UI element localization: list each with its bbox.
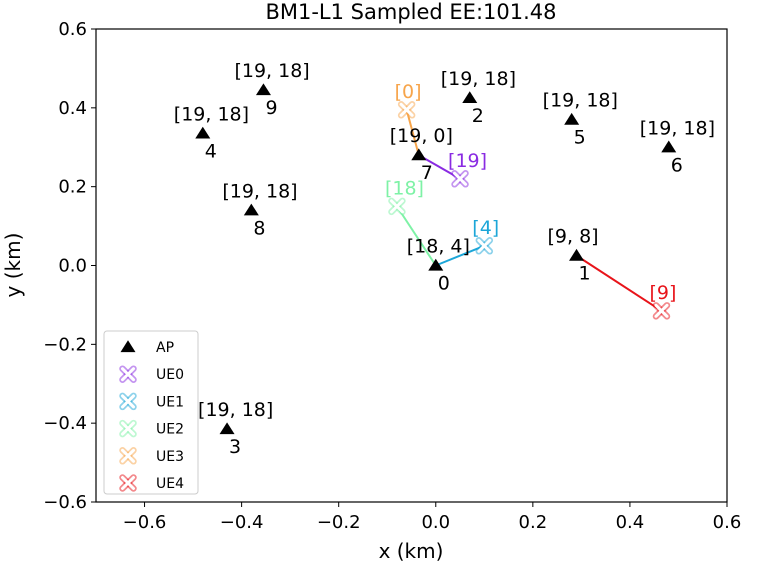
legend-label-ue4: UE4 [156,476,184,492]
ap-label-9: [19, 18] [234,60,309,82]
x-axis-label: x (km) [379,539,444,563]
legend-marker-ue3 [119,447,137,465]
x-tick-label: −0.6 [123,512,167,533]
ap-marker-0 [428,258,444,271]
ap-id-1: 1 [579,263,591,285]
ap-marker-2 [462,91,478,104]
ap-label-8: [19, 18] [222,180,297,202]
ue-marker-ue3 [397,101,416,119]
y-tick-label: −0.4 [43,413,87,434]
axis-ticks: −0.6 −0.4 −0.2 0.0 0.2 0.4 0.6 −0.6 −0.4 −0.2 0.0 0… [43,19,741,533]
ue-label-ue1: [4] [472,217,499,239]
legend-label-ue2: UE2 [156,422,184,438]
legend-marker-ue1 [119,392,137,411]
ap-id-6: 6 [671,154,683,176]
ue-marker-ue4 [652,302,671,320]
ap-id-7: 7 [421,162,433,184]
ap-id-5: 5 [574,127,586,149]
ap-label-3: [19, 18] [198,399,273,421]
y-tick-label: 0.4 [58,98,87,119]
association-line-ue1 [435,244,485,267]
legend-label-ue1: UE1 [156,394,184,410]
ap-marker-7 [411,148,427,161]
x-tick-label: 0.2 [519,512,548,533]
ap-id-2: 2 [472,105,484,127]
ap-id-4: 4 [205,140,217,162]
y-tick-label: 0.2 [58,177,87,198]
x-tick-label: 0.6 [713,512,742,533]
legend-marker-ue4 [119,474,137,492]
association-line-ue3 [405,109,420,156]
x-tick-label: 0.4 [616,512,645,533]
association-line-ue4 [575,254,663,312]
ap-label-0: [18, 4] [407,236,470,258]
ap-label-4: [19, 18] [174,103,249,125]
ap-label-5: [19, 18] [543,90,618,112]
y-tick-label: −0.2 [43,334,87,355]
ap-id-3: 3 [229,436,241,458]
ap-marker-3 [219,422,235,435]
ue-marker-ue1 [475,237,494,255]
x-tick-label: 0.0 [421,512,450,533]
legend-marker-ue2 [119,419,137,438]
legend-label-ap: AP [156,340,174,356]
x-tick-label: −0.4 [220,512,264,533]
y-tick-label: 0.0 [58,256,87,277]
legend-marker-ue0 [119,365,137,383]
ap-label-7: [19, 0] [390,125,453,147]
ap-marker-6 [661,140,677,153]
plot-area: [18, 4] 0 [9, 8] 1 [19, 18] 2 [19, 18] 3 [19, 18… [174,60,715,458]
y-tick-label: 0.6 [58,19,87,40]
y-axis-label: y (km) [1,233,25,298]
association-line-ue2 [396,205,437,267]
ap-marker-8 [243,203,259,216]
ue-label-ue4: [9] [649,282,676,304]
ap-marker-9 [255,83,271,96]
ap-marker-5 [564,112,580,125]
legend-box [103,330,199,495]
ue-label-ue2: [18] [385,177,424,199]
ap-label-1: [9, 8] [548,226,599,248]
ap-id-0: 0 [438,273,450,295]
legend-marker-ap [120,340,136,353]
ap-marker-1 [569,248,585,261]
ap-marker-4 [195,126,211,139]
chart-title: BM1-L1 Sampled EE:101.48 [265,0,556,24]
ap-id-8: 8 [253,217,265,239]
x-tick-label: −0.2 [317,512,361,533]
ue-label-ue3: [0] [395,81,422,103]
ap-label-6: [19, 18] [640,117,715,139]
legend: AP UE0 UE1 UE2 UE3 UE4 [103,330,199,495]
ue-marker-ue0 [451,170,469,188]
ue-marker-ue2 [388,197,406,216]
ue-label-ue0: [19] [448,150,487,172]
y-tick-label: −0.6 [43,492,87,513]
legend-label-ue0: UE0 [156,367,184,383]
legend-label-ue3: UE3 [156,449,184,465]
ap-id-9: 9 [265,97,277,119]
ap-label-2: [19, 18] [441,68,516,90]
